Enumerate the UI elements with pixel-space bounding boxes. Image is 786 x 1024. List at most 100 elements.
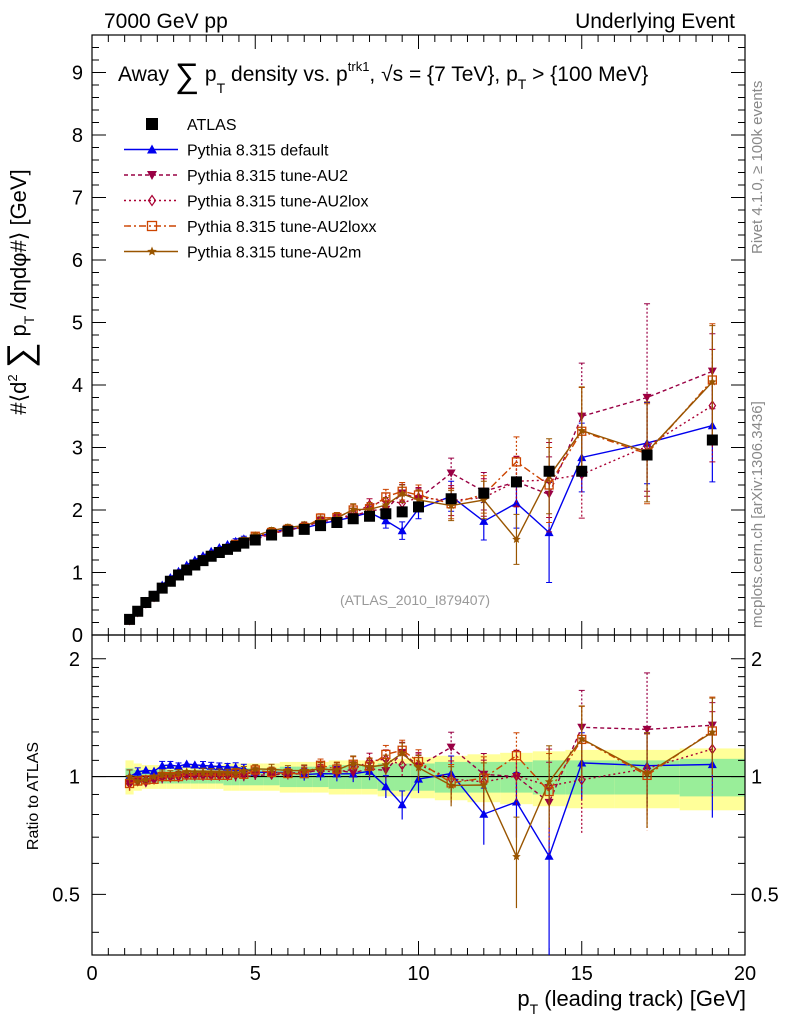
y-tick-label: 9 <box>72 63 83 85</box>
marker-square <box>197 555 209 567</box>
marker-square <box>230 540 242 552</box>
marker-square <box>146 118 158 130</box>
svg-text:#⟨d2 ∑ pT /dηdφ#⟩ [GeV]: #⟨d2 ∑ pT /dηdφ#⟩ [GeV] <box>0 169 40 414</box>
ratio-tick-label-left: 0.5 <box>52 884 80 906</box>
marker-star <box>215 768 224 777</box>
marker-triangle-up <box>397 526 407 535</box>
marker-square <box>124 613 136 625</box>
marker-square <box>282 525 294 537</box>
legend-label: Pythia 8.315 tune-AU2 <box>187 168 348 185</box>
series-line-3 <box>129 405 713 621</box>
marker-star <box>147 246 157 256</box>
marker-square <box>478 487 490 499</box>
marker-star <box>381 500 391 509</box>
marker-star <box>166 770 175 779</box>
marker-star <box>414 495 423 504</box>
marker-star <box>149 772 159 781</box>
marker-triangle-up <box>190 760 200 769</box>
marker-star <box>642 769 652 778</box>
ratio-tick-label-right: 2 <box>751 649 762 671</box>
x-tick-label: 0 <box>86 963 97 985</box>
marker-square <box>238 537 250 549</box>
y-tick-label: 0 <box>72 625 83 647</box>
y-tick-label: 2 <box>72 500 83 522</box>
marker-triangle-up <box>133 767 143 776</box>
marker-square <box>173 569 185 581</box>
marker-square-open <box>511 457 522 467</box>
marker-square <box>249 534 261 546</box>
legend-entry: Pythia 8.315 default <box>124 143 329 160</box>
marker-diamond-open <box>147 194 157 207</box>
marker-triangle-up <box>157 761 167 770</box>
marker-star <box>708 377 717 386</box>
marker-star <box>479 780 489 789</box>
marker-square <box>347 513 359 525</box>
marker-square <box>364 510 376 522</box>
marker-star <box>381 760 391 769</box>
marker-star <box>251 764 260 773</box>
x-tick-label: 20 <box>734 963 756 985</box>
y-tick-label: 7 <box>72 188 83 210</box>
marker-star <box>708 727 717 736</box>
legend-entry: Pythia 8.315 tune-AU2m <box>124 245 361 262</box>
y-tick-label: 6 <box>72 250 83 272</box>
marker-square <box>576 465 588 477</box>
marker-star <box>190 767 200 776</box>
y-tick-label: 1 <box>72 563 83 585</box>
marker-triangle-down <box>147 171 157 180</box>
x-tick-label: 5 <box>250 963 261 985</box>
marker-square <box>380 508 392 520</box>
chart-title: Away ∑ pT density vs. ptrk1, √s = {7 TeV… <box>118 57 648 96</box>
ratio-tick-label-right: 0.5 <box>751 884 779 906</box>
marker-triangle-down <box>446 743 456 752</box>
marker-square <box>221 543 233 555</box>
marker-star <box>141 775 151 784</box>
y-tick-label: 5 <box>72 313 83 335</box>
marker-triangle-up <box>511 797 521 806</box>
x-tick-label: 10 <box>407 963 429 985</box>
legend-entry: ATLAS <box>146 117 237 134</box>
marker-triangle-down <box>446 469 456 478</box>
ratio-axes: 0 5 10 15 20 0.5 0.5 1 1 2 2 <box>52 634 779 985</box>
marker-star <box>348 504 358 513</box>
marker-triangle-up <box>182 759 192 768</box>
marker-triangle-up <box>381 516 391 525</box>
marker-star <box>365 762 374 771</box>
y-tick-label: 4 <box>72 375 83 397</box>
marker-square <box>181 564 193 576</box>
marker-square <box>132 605 144 617</box>
marker-square <box>266 529 278 541</box>
marker-star <box>316 764 325 773</box>
ratio-line-3 <box>129 748 713 787</box>
marker-star <box>198 767 208 776</box>
marker-star <box>577 734 586 743</box>
legend-label: Pythia 8.315 tune-AU2loxx <box>187 219 376 236</box>
marker-star <box>512 534 521 543</box>
marker-square <box>164 575 176 587</box>
marker-star <box>332 765 342 774</box>
marker-triangle-up <box>206 761 216 770</box>
marker-square <box>205 550 217 562</box>
marker-triangle-up <box>198 761 208 770</box>
marker-square <box>396 506 408 518</box>
marker-square-open <box>146 220 158 232</box>
marker-star <box>125 772 134 781</box>
marker-square <box>331 517 343 528</box>
marker-square <box>543 465 555 477</box>
marker-square <box>510 476 522 488</box>
marker-square <box>140 597 152 608</box>
marker-square-open <box>511 751 522 761</box>
marker-triangle-up <box>479 516 489 525</box>
marker-star <box>544 777 554 786</box>
marker-square <box>413 501 424 513</box>
marker-square <box>156 582 168 594</box>
legend-entry: Pythia 8.315 tune-AU2lox <box>124 194 368 211</box>
legend-label: ATLAS <box>187 117 237 134</box>
marker-square <box>445 493 457 505</box>
ratio-y-axis-label: Ratio to ATLAS <box>25 742 42 850</box>
marker-diamond-open <box>512 770 521 782</box>
marker-star <box>397 748 407 757</box>
marker-square <box>641 449 653 461</box>
marker-triangle-up <box>544 851 554 860</box>
